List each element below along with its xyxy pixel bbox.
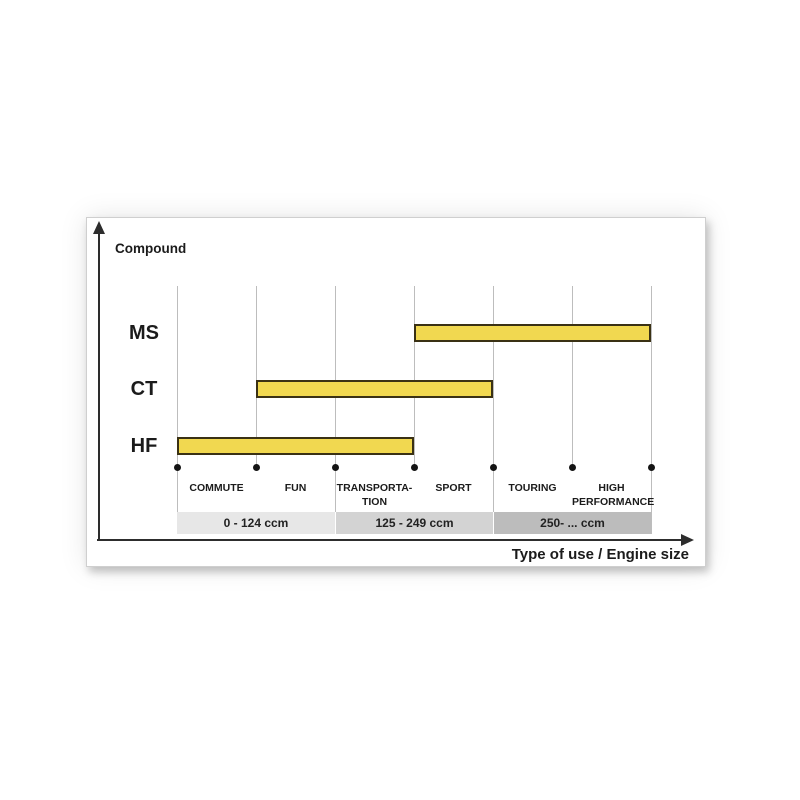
x-axis-title: Type of use / Engine size: [511, 546, 689, 563]
gridline: [335, 286, 336, 467]
gridline: [177, 286, 178, 467]
gridline: [414, 286, 415, 467]
gridline: [572, 286, 573, 467]
gridline: [651, 286, 652, 467]
y-axis-line: [98, 232, 100, 541]
category-label: FUN: [284, 482, 307, 494]
engine-size-band-label: 250- ... ccm: [540, 516, 605, 530]
category-label: TRANSPORTA- TION: [336, 482, 413, 509]
gridline: [256, 286, 257, 467]
engine-size-band: 250- ... ccm: [493, 512, 651, 534]
gridline: [493, 286, 494, 467]
x-axis-arrowhead-icon: [681, 534, 694, 546]
chart-panel: Compound 0 - 124 ccm 125 - 249 ccm 250- ..…: [86, 217, 706, 567]
row-label-hf: HF: [130, 435, 158, 457]
y-axis-arrowhead-icon: [93, 221, 105, 234]
axis-dot-marker: [411, 464, 418, 471]
engine-size-band-label: 125 - 249 ccm: [375, 516, 454, 530]
engine-size-band: 0 - 124 ccm: [177, 512, 335, 534]
row-label-ct: CT: [130, 378, 158, 400]
gridline-band-boundary: [335, 467, 336, 534]
category-label: HIGH PERFORMANCE: [572, 482, 655, 509]
y-axis-title: Compound: [115, 241, 187, 256]
engine-size-band: 125 - 249 ccm: [335, 512, 493, 534]
axis-dot-marker: [253, 464, 260, 471]
row-label-ms: MS: [129, 321, 159, 344]
axis-dot-marker: [648, 464, 655, 471]
x-axis-line: [97, 539, 683, 541]
axis-dot-marker: [332, 464, 339, 471]
gridline-band-boundary: [651, 467, 652, 534]
gridline-band-boundary: [177, 467, 178, 534]
compound-bar-ms: [414, 323, 651, 342]
compound-bar-hf: [177, 437, 414, 455]
category-label: TOURING: [508, 482, 557, 494]
category-label: COMMUTE: [189, 482, 244, 494]
axis-dot-marker: [569, 464, 576, 471]
category-label: SPORT: [435, 482, 472, 494]
axis-dot-marker: [490, 464, 497, 471]
compound-bar-ct: [256, 380, 493, 398]
axis-dot-marker: [174, 464, 181, 471]
plot-area: Compound 0 - 124 ccm 125 - 249 ccm 250- ..…: [87, 218, 705, 566]
engine-size-band-label: 0 - 124 ccm: [223, 516, 289, 530]
gridline-band-boundary: [493, 467, 494, 534]
